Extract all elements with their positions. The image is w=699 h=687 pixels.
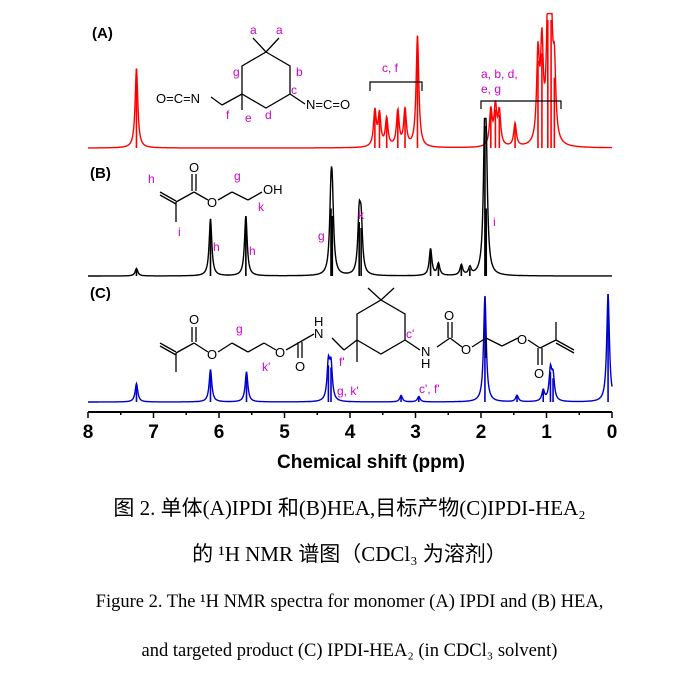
mol-c-letter-f: f' [339, 355, 345, 369]
c-atom-o8: O [534, 366, 544, 381]
nmr-figure: (A) (B) (C) O=C=N N=C=O a a b c d e f g … [83, 12, 618, 473]
molecule-hea [159, 174, 263, 222]
hea-carbonyl-o: O [189, 160, 199, 175]
peak-label-b-i: i [493, 215, 496, 229]
x-tick-label: 7 [148, 422, 159, 443]
c-atom-n2: N [421, 344, 430, 359]
panel-label-a: (A) [92, 25, 113, 42]
x-tick-label: 1 [541, 422, 552, 443]
mol-c-letter-k: k' [262, 360, 270, 374]
molecule-c-atoms: O O O O N H N H O O O O [189, 308, 544, 381]
hea-oh: OH [263, 182, 283, 197]
x-tick-label: 4 [345, 422, 356, 443]
x-tick-label: 2 [476, 422, 487, 443]
x-tick-label: 6 [214, 422, 225, 443]
peak-label-c-cf: c', f' [419, 382, 440, 396]
x-tick-label: 3 [410, 422, 421, 443]
mol-a-letter-b: b [296, 65, 303, 79]
peak-label-b-h1: h [213, 240, 220, 254]
c-atom-o5: O [444, 308, 454, 323]
peak-label-cf: c, f [382, 61, 399, 75]
mol-b-letter-h: h [148, 172, 155, 186]
caption-cn-line1: 图 2. 单体(A)IPDI 和(B)HEA,目标产物(C)IPDI-HEA₂ [113, 496, 586, 520]
mol-c-letter-g: g [236, 322, 243, 336]
x-axis-title: Chemical shift (ppm) [277, 452, 465, 473]
peak-label-b-k: k [358, 208, 365, 222]
c-atom-o7: O [517, 332, 527, 347]
x-tick-label: 5 [279, 422, 290, 443]
x-tick-label: 8 [83, 422, 94, 443]
peak-label-b-g: g [318, 229, 325, 243]
spectrum-trace-b [88, 117, 612, 277]
panel-label-b: (B) [90, 165, 111, 182]
peak-label-b-h2: h [249, 244, 256, 258]
bracket-abdeg [480, 100, 562, 109]
mol-b-letter-g: g [234, 169, 241, 183]
x-tick-label: 0 [607, 422, 618, 443]
x-axis: 8 7 6 5 4 3 2 1 0 [83, 411, 618, 443]
mol-a-letter-a1: a [250, 23, 257, 37]
mol-a-letter-c: c [291, 83, 297, 97]
spectrum-trace-c [88, 294, 613, 403]
panel-label-c: (C) [90, 285, 111, 302]
bracket-cf [369, 81, 423, 91]
molecule-ipdi [210, 37, 306, 110]
caption-en-line2: and targeted product (C) IPDI-HEA₂ (in C… [141, 641, 558, 661]
nco-left-label: O=C=N [156, 91, 200, 106]
mol-a-letter-e: e [245, 111, 252, 125]
spectrum-b [88, 117, 612, 277]
c-atom-o4: O [295, 359, 305, 374]
mol-a-letter-d: d [265, 108, 272, 122]
hea-ester-o: O [207, 195, 217, 210]
c-atom-o3: O [275, 345, 285, 360]
spectrum-a [88, 12, 612, 149]
peak-label-c-gk: g, k' [337, 384, 359, 398]
caption-en-line1: Figure 2. The ¹H NMR spectra for monomer… [95, 592, 604, 612]
c-atom-o2: O [207, 347, 217, 362]
spectrum-c [88, 294, 613, 403]
c-atom-h1: H [314, 314, 323, 329]
c-atom-n1: N [314, 326, 323, 341]
mol-b-letter-i: i [178, 225, 181, 239]
c-atom-o1: O [189, 312, 199, 327]
c-atom-o6: O [461, 342, 471, 357]
mol-a-letter-f: f [226, 108, 230, 122]
mol-a-letter-a2: a [276, 23, 283, 37]
c-atom-h2: H [421, 356, 430, 371]
mol-a-letter-g: g [233, 65, 240, 79]
caption-cn-line2: 的 ¹H NMR 谱图（CDCl₃ 为溶剂） [192, 542, 507, 566]
molecule-ipdi-hea2 [159, 287, 575, 372]
peak-label-abd: a, b, d, [481, 67, 518, 81]
nco-right-label: N=C=O [306, 97, 350, 112]
mol-b-letter-k: k [258, 200, 265, 214]
peak-label-eg: e, g [481, 82, 501, 96]
spectrum-trace-a [88, 12, 612, 149]
mol-c-letter-c: c' [406, 327, 414, 341]
